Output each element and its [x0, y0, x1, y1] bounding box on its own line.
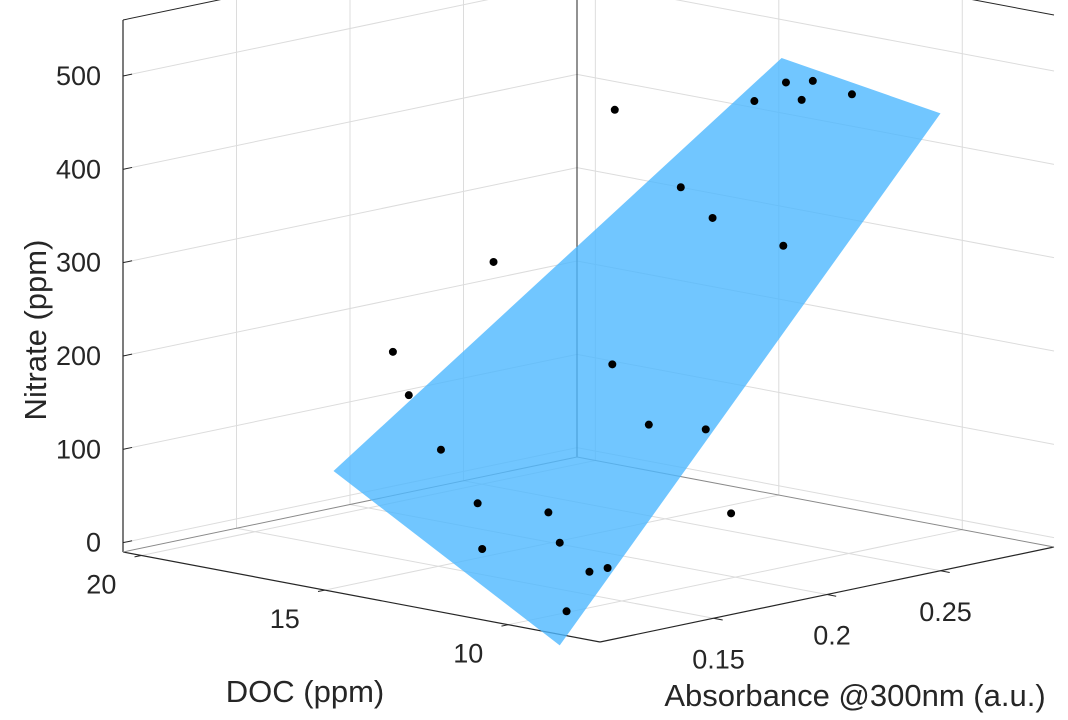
z-tick-label: 400: [56, 154, 101, 184]
z-tick-mark: [122, 73, 133, 77]
data-point: [436, 445, 445, 454]
data-point: [585, 567, 594, 576]
doc-axis-line: [122, 551, 601, 643]
z-tick-label: 0: [86, 528, 101, 558]
z-tick-mark: [122, 353, 133, 357]
z-tick-mark: [122, 446, 133, 450]
box-edge: [971, 0, 1055, 16]
data-point: [610, 105, 619, 114]
data-point: [676, 183, 685, 192]
data-point: [701, 425, 710, 434]
box-edge: [122, 0, 222, 21]
y-tick-mark: [826, 594, 837, 597]
y-tick-mark: [940, 570, 950, 573]
data-point: [603, 564, 612, 573]
data-point: [562, 607, 571, 616]
grid-line: [675, 0, 1055, 72]
data-point: [555, 538, 564, 547]
data-point: [847, 90, 856, 99]
z-tick-label: 300: [56, 248, 101, 278]
data-point: [708, 213, 717, 222]
z-tick-mark: [122, 540, 133, 544]
x-tick-mark: [134, 554, 142, 558]
data-point: [644, 420, 653, 429]
y-axis-label: Absorbance @300nm (a.u.): [664, 678, 1045, 713]
z-tick-mark: [122, 166, 133, 170]
y-tick-mark: [713, 617, 723, 621]
data-point: [473, 499, 482, 508]
x-tick-mark: [501, 624, 509, 627]
x-tick-label: 20: [86, 569, 116, 599]
data-points: [388, 76, 856, 616]
x-axis-label: DOC (ppm): [226, 674, 384, 709]
data-point: [727, 509, 736, 518]
data-point: [404, 391, 413, 400]
tick-labels: 0 100 200 300 400 500 10 15 20 0.15 0.2 0.25: [56, 61, 972, 674]
x-tick-label: 10: [453, 639, 483, 669]
data-point: [489, 257, 498, 266]
data-point: [478, 545, 487, 554]
z-tick-mark: [122, 260, 133, 264]
data-point: [797, 95, 806, 104]
y-tick-label: 0.15: [692, 644, 745, 674]
z-tick-label: 200: [56, 341, 101, 371]
data-point: [544, 508, 553, 517]
x-tick-mark: [317, 589, 325, 592]
data-point: [808, 76, 817, 85]
data-point: [779, 241, 788, 250]
z-tick-label: 500: [56, 61, 101, 91]
z-axis-label: Nitrate (ppm): [18, 240, 53, 421]
z-tick-label: 100: [56, 434, 101, 464]
data-point: [781, 78, 790, 87]
data-point: [750, 97, 759, 106]
data-point: [388, 347, 397, 356]
fitted-plane: [333, 58, 941, 646]
x-tick-label: 15: [270, 604, 300, 634]
y-tick-label: 0.2: [813, 621, 851, 651]
y-tick-label: 0.25: [919, 597, 972, 627]
data-point: [608, 360, 617, 369]
